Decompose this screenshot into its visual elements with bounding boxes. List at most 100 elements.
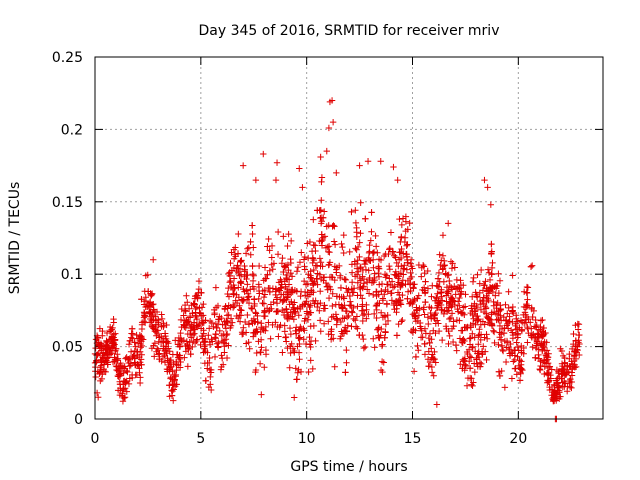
data-point xyxy=(116,381,124,388)
data-point xyxy=(469,330,476,337)
data-point xyxy=(404,277,412,285)
data-point xyxy=(340,249,347,257)
data-point xyxy=(430,372,437,379)
data-point xyxy=(556,389,563,396)
data-point xyxy=(518,366,525,373)
data-point xyxy=(96,325,104,332)
data-point xyxy=(317,288,324,295)
data-point xyxy=(98,359,105,366)
data-point xyxy=(467,324,474,331)
data-point xyxy=(415,312,423,319)
data-point xyxy=(307,323,314,330)
data-point xyxy=(401,262,408,269)
data-point xyxy=(228,267,236,274)
data-point xyxy=(434,283,441,290)
data-point xyxy=(98,375,106,383)
data-point xyxy=(403,242,410,250)
data-point xyxy=(213,340,221,347)
data-point xyxy=(278,284,285,291)
data-point xyxy=(249,271,256,278)
data-point xyxy=(443,298,450,305)
data-point xyxy=(449,338,457,346)
data-point xyxy=(540,357,548,364)
data-point xyxy=(239,162,247,169)
data-point xyxy=(452,341,460,349)
data-point xyxy=(287,349,294,357)
data-point xyxy=(170,386,177,393)
data-point xyxy=(397,254,405,262)
data-point xyxy=(394,176,401,184)
data-point xyxy=(225,302,232,309)
data-point xyxy=(280,268,287,276)
data-point xyxy=(575,337,582,344)
data-point xyxy=(287,343,294,350)
data-point xyxy=(517,317,525,324)
data-point xyxy=(309,297,317,305)
data-point xyxy=(378,358,386,365)
data-point xyxy=(296,340,303,348)
data-point xyxy=(333,264,341,271)
data-point xyxy=(346,292,354,300)
data-point xyxy=(128,330,135,337)
data-point xyxy=(191,339,199,347)
data-point xyxy=(546,363,554,370)
data-point xyxy=(328,97,336,104)
data-point xyxy=(173,366,180,374)
data-point xyxy=(282,333,290,341)
data-point xyxy=(338,240,345,248)
data-point xyxy=(255,338,262,345)
data-point xyxy=(536,341,544,348)
data-point xyxy=(461,324,468,331)
data-point xyxy=(211,334,219,341)
data-point xyxy=(155,338,162,345)
data-point xyxy=(273,308,280,315)
data-point xyxy=(561,359,569,366)
data-point xyxy=(283,306,290,313)
data-point xyxy=(289,288,296,296)
data-point xyxy=(170,397,177,404)
data-point xyxy=(504,310,511,317)
data-point xyxy=(495,307,503,315)
data-point xyxy=(488,320,495,327)
data-point xyxy=(283,271,291,279)
data-point xyxy=(496,277,504,285)
data-point xyxy=(309,255,316,262)
data-point xyxy=(280,233,287,240)
data-point xyxy=(166,348,173,355)
data-point xyxy=(384,281,392,288)
data-point xyxy=(466,374,474,382)
data-point xyxy=(102,346,109,353)
data-point xyxy=(107,326,115,334)
data-point xyxy=(398,221,406,229)
data-point xyxy=(512,330,520,338)
data-point xyxy=(533,324,540,331)
data-point xyxy=(495,341,502,348)
data-point xyxy=(285,266,292,274)
data-point xyxy=(456,294,463,302)
data-point xyxy=(210,323,217,330)
data-point xyxy=(110,319,117,326)
data-point xyxy=(342,276,350,284)
data-point xyxy=(365,267,372,274)
data-point xyxy=(237,279,244,286)
data-point xyxy=(436,278,443,285)
data-point xyxy=(460,358,467,365)
data-point xyxy=(279,254,286,262)
data-point xyxy=(415,292,422,299)
data-point xyxy=(320,274,327,281)
data-point xyxy=(564,363,571,371)
data-point xyxy=(535,351,542,359)
data-point xyxy=(307,337,315,345)
data-point xyxy=(260,150,267,158)
data-point xyxy=(308,287,315,294)
data-point xyxy=(273,300,281,307)
data-point xyxy=(513,371,520,378)
data-point xyxy=(273,159,281,166)
data-point xyxy=(356,253,363,261)
data-point xyxy=(273,294,281,301)
data-point xyxy=(484,266,492,273)
data-point xyxy=(296,259,304,266)
data-point xyxy=(251,295,258,303)
data-point xyxy=(325,294,333,302)
data-point xyxy=(481,303,489,310)
